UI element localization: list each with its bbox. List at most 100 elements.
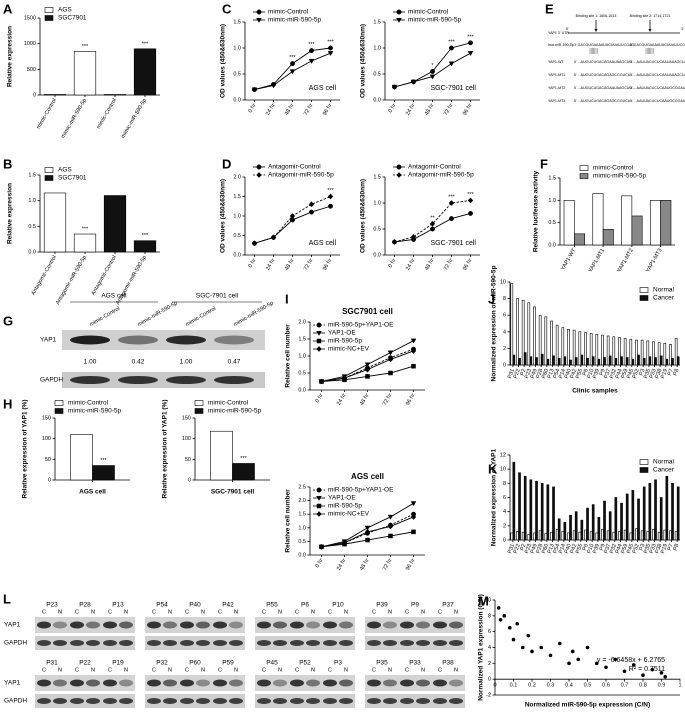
patient-label: P60 <box>189 660 201 667</box>
y-tick-label: 12 <box>500 452 506 458</box>
band <box>163 679 177 687</box>
band <box>229 621 243 629</box>
marker <box>328 45 333 51</box>
point <box>663 674 667 679</box>
legend-label: Normal <box>653 287 675 294</box>
x-tick-label: P8 <box>672 543 680 551</box>
bar <box>595 333 599 366</box>
lane-label: C <box>75 609 79 615</box>
panel-letter: K <box>488 461 498 476</box>
y-tick-label: 10 <box>500 279 506 285</box>
y-tick-label: 1.5 <box>233 19 241 25</box>
x-tick-label: 0 hr <box>388 103 398 114</box>
lane-label: C <box>438 667 442 673</box>
y-tick-label: 1.0 <box>28 198 36 204</box>
bar <box>584 332 587 366</box>
bar <box>676 486 680 541</box>
significance: *** <box>467 34 474 40</box>
x-tick-label: P8 <box>672 368 680 376</box>
bar <box>510 283 514 366</box>
bar <box>601 334 604 366</box>
panel-letter: B <box>3 156 12 171</box>
bar <box>538 530 542 541</box>
bar <box>625 357 629 366</box>
chart-title: AGS cell <box>351 472 384 481</box>
legend-label: mimic-NC+EV <box>328 511 370 518</box>
marker <box>410 338 417 344</box>
lane-label: C <box>372 667 376 673</box>
lane-label: C <box>262 667 266 673</box>
x-tick-label: YAP1-MT3 <box>645 248 663 274</box>
marker <box>387 356 394 363</box>
band <box>339 679 353 687</box>
row-label: YAP1-WT <box>548 60 565 64</box>
lane-label: C <box>218 667 222 673</box>
y-tick-label: 0 <box>33 92 36 98</box>
bar <box>103 195 127 253</box>
y-tick-label: 0.0 <box>373 252 381 258</box>
x-tick-label: P6 <box>582 543 590 551</box>
patient-label: P39 <box>376 602 388 609</box>
y-tick-label: 1.5 <box>298 512 306 518</box>
y-axis-label: OD values (450&630nm) <box>360 179 367 253</box>
bar <box>535 480 538 541</box>
band <box>166 335 206 345</box>
legend-swatch <box>54 400 64 406</box>
x-tick-label: YAP1-MT2 <box>616 248 634 274</box>
x-tick-label: P23 <box>524 368 533 379</box>
y-tick-label: 0.5 <box>28 224 36 230</box>
x-tick-label: P22 <box>513 368 522 379</box>
bar <box>527 302 531 366</box>
band <box>273 698 287 704</box>
ratio: 0.47 <box>228 359 241 366</box>
x-tick-label: P42 <box>569 368 578 379</box>
x-axis-label: SGC-7901 cell <box>211 489 255 496</box>
bar <box>578 331 582 366</box>
band <box>433 679 447 687</box>
x-tick-label: 24 hr <box>265 103 277 117</box>
legend-label: YAP1-OE <box>328 330 356 337</box>
band <box>103 698 117 704</box>
band <box>213 621 227 629</box>
x-tick-label: 0 hr <box>315 393 325 404</box>
marker <box>316 495 322 501</box>
bar <box>640 530 644 541</box>
band <box>196 621 210 629</box>
x-tick-label: P59 <box>620 368 629 379</box>
marker <box>429 74 436 80</box>
marker <box>327 51 334 57</box>
band <box>367 640 381 646</box>
band <box>196 679 210 687</box>
annotation: AGS cell <box>309 85 337 92</box>
lane-label: N <box>91 667 95 673</box>
y-tick-label: 150 <box>182 415 191 421</box>
bar <box>232 463 255 481</box>
point <box>530 649 534 654</box>
bar <box>597 517 601 541</box>
marker <box>341 539 348 546</box>
marker <box>256 172 262 178</box>
x-tick-label: 24 hr <box>336 558 348 572</box>
bar <box>625 493 629 541</box>
lane-label: N <box>124 609 128 615</box>
x-tick-label: Antagomir-Control <box>30 255 58 297</box>
x-tick-label: 0.8 <box>639 683 647 689</box>
band <box>147 679 161 687</box>
y-tick-label: 2.5 <box>298 484 306 490</box>
point <box>570 649 575 654</box>
bar <box>516 298 519 366</box>
band <box>103 640 117 646</box>
x-tick-label: 0.9 <box>658 683 666 689</box>
band <box>119 640 133 646</box>
marker <box>411 363 416 369</box>
marker <box>391 239 398 245</box>
x-tick-label: P49 <box>530 368 539 379</box>
band <box>383 679 397 687</box>
y-tick-label: 0.0 <box>548 242 556 248</box>
marker <box>410 79 417 85</box>
lane-label: N <box>234 609 238 615</box>
x-tick-label: P7 <box>667 368 675 376</box>
legend-label: AGS <box>58 7 72 14</box>
row-label: YAP1-MT1 <box>548 73 565 77</box>
bar <box>578 531 582 541</box>
